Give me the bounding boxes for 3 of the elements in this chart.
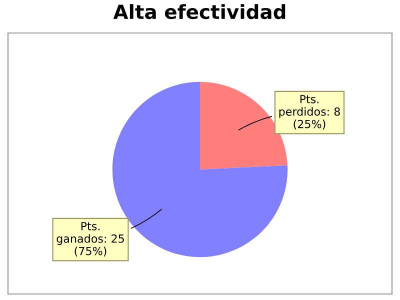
slice-label: Pts. ganados: 25 (75%) xyxy=(56,222,124,257)
chart-title: Alta efectividad xyxy=(113,4,286,20)
slice-label: Pts. perdidos: 8 (25%) xyxy=(279,95,340,130)
